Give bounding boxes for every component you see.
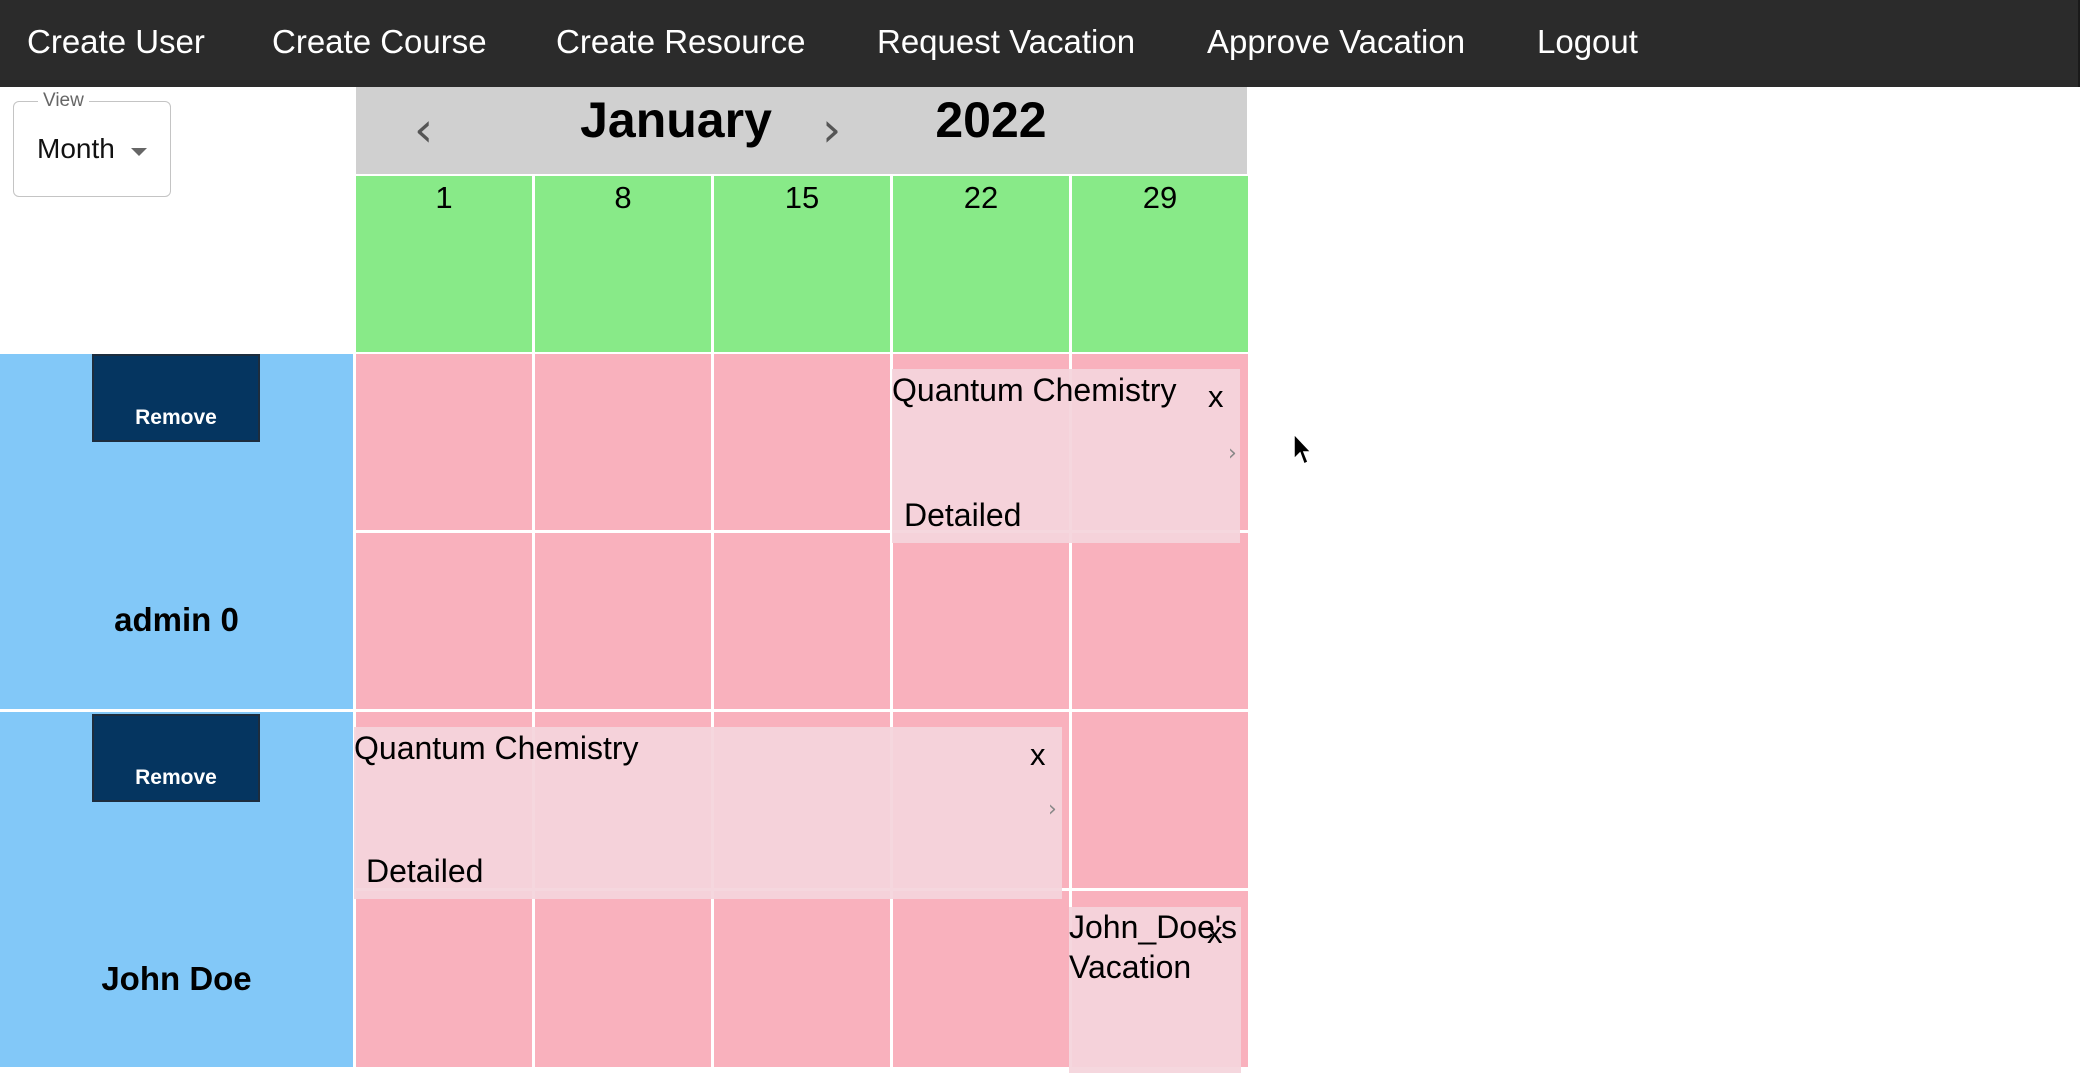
close-icon[interactable]: x [1030, 737, 1046, 772]
calendar-cell[interactable] [356, 891, 532, 1067]
nav-request-vacation[interactable]: Request Vacation [877, 23, 1136, 60]
close-icon[interactable]: x [1208, 379, 1224, 414]
view-select-value: Month [37, 133, 115, 164]
calendar-cell[interactable] [1072, 533, 1248, 709]
mouse-cursor-icon [1293, 433, 1312, 466]
event-subtitle: Detailed [904, 497, 1022, 533]
event-title: Quantum Chemistry [354, 730, 639, 766]
nav-create-resource[interactable]: Create Resource [556, 23, 806, 60]
month-label: January [580, 92, 772, 148]
calendar-cell[interactable] [535, 354, 711, 530]
user-row-admin-0: Remove admin 0 [0, 354, 353, 709]
calendar-cell[interactable] [535, 533, 711, 709]
chevron-right-icon[interactable]: › [822, 102, 842, 158]
user-name: John Doe [101, 960, 252, 997]
calendar-cell[interactable] [714, 533, 890, 709]
calendar-cell[interactable] [535, 891, 711, 1067]
close-icon[interactable]: x [1207, 915, 1223, 950]
course-event[interactable]: Quantum Chemistry x › Detailed [892, 369, 1240, 543]
calendar-header: ‹ January › 2022 [356, 87, 1247, 174]
nav-create-course[interactable]: Create Course [272, 23, 487, 60]
nav-create-user[interactable]: Create User [27, 23, 205, 60]
calendar-cell[interactable] [356, 354, 532, 530]
top-navbar: Create User Create Course Create Resourc… [0, 0, 2080, 87]
week-column: 1 [356, 176, 532, 352]
week-column: 15 [714, 176, 890, 352]
chevron-left-icon[interactable]: ‹ [414, 102, 434, 158]
calendar-cell[interactable] [893, 891, 1069, 1067]
event-title: John_Doe's Vacation [1069, 909, 1237, 985]
chevron-right-icon[interactable]: › [1228, 441, 1237, 466]
navbar-edge [2078, 0, 2080, 87]
course-event[interactable]: Quantum Chemistry x › Detailed [354, 727, 1062, 899]
calendar-cell[interactable] [893, 533, 1069, 709]
view-select-label: View [38, 90, 89, 112]
week-column: 29 [1072, 176, 1248, 352]
year-label: 2022 [935, 92, 1047, 148]
week-column: 8 [535, 176, 711, 352]
nav-approve-vacation[interactable]: Approve Vacation [1207, 23, 1466, 60]
calendar-cell[interactable] [356, 533, 532, 709]
user-row-john-doe: Remove John Doe [0, 712, 353, 1067]
remove-user-button[interactable]: Remove [92, 354, 260, 442]
remove-user-button[interactable]: Remove [92, 714, 260, 802]
calendar-cell[interactable] [1072, 712, 1248, 888]
caret-down-icon [131, 148, 147, 156]
vacation-event[interactable]: John_Doe's Vacation x [1069, 907, 1241, 1073]
nav-logout[interactable]: Logout [1537, 23, 1638, 60]
calendar-cell[interactable] [714, 891, 890, 1067]
event-subtitle: Detailed [366, 853, 484, 889]
user-name: admin 0 [114, 601, 239, 638]
view-select[interactable]: View Month [13, 90, 171, 197]
week-column: 22 [893, 176, 1069, 352]
calendar-cell[interactable] [714, 354, 890, 530]
event-title: Quantum Chemistry [892, 372, 1177, 408]
chevron-right-icon[interactable]: › [1048, 797, 1057, 822]
